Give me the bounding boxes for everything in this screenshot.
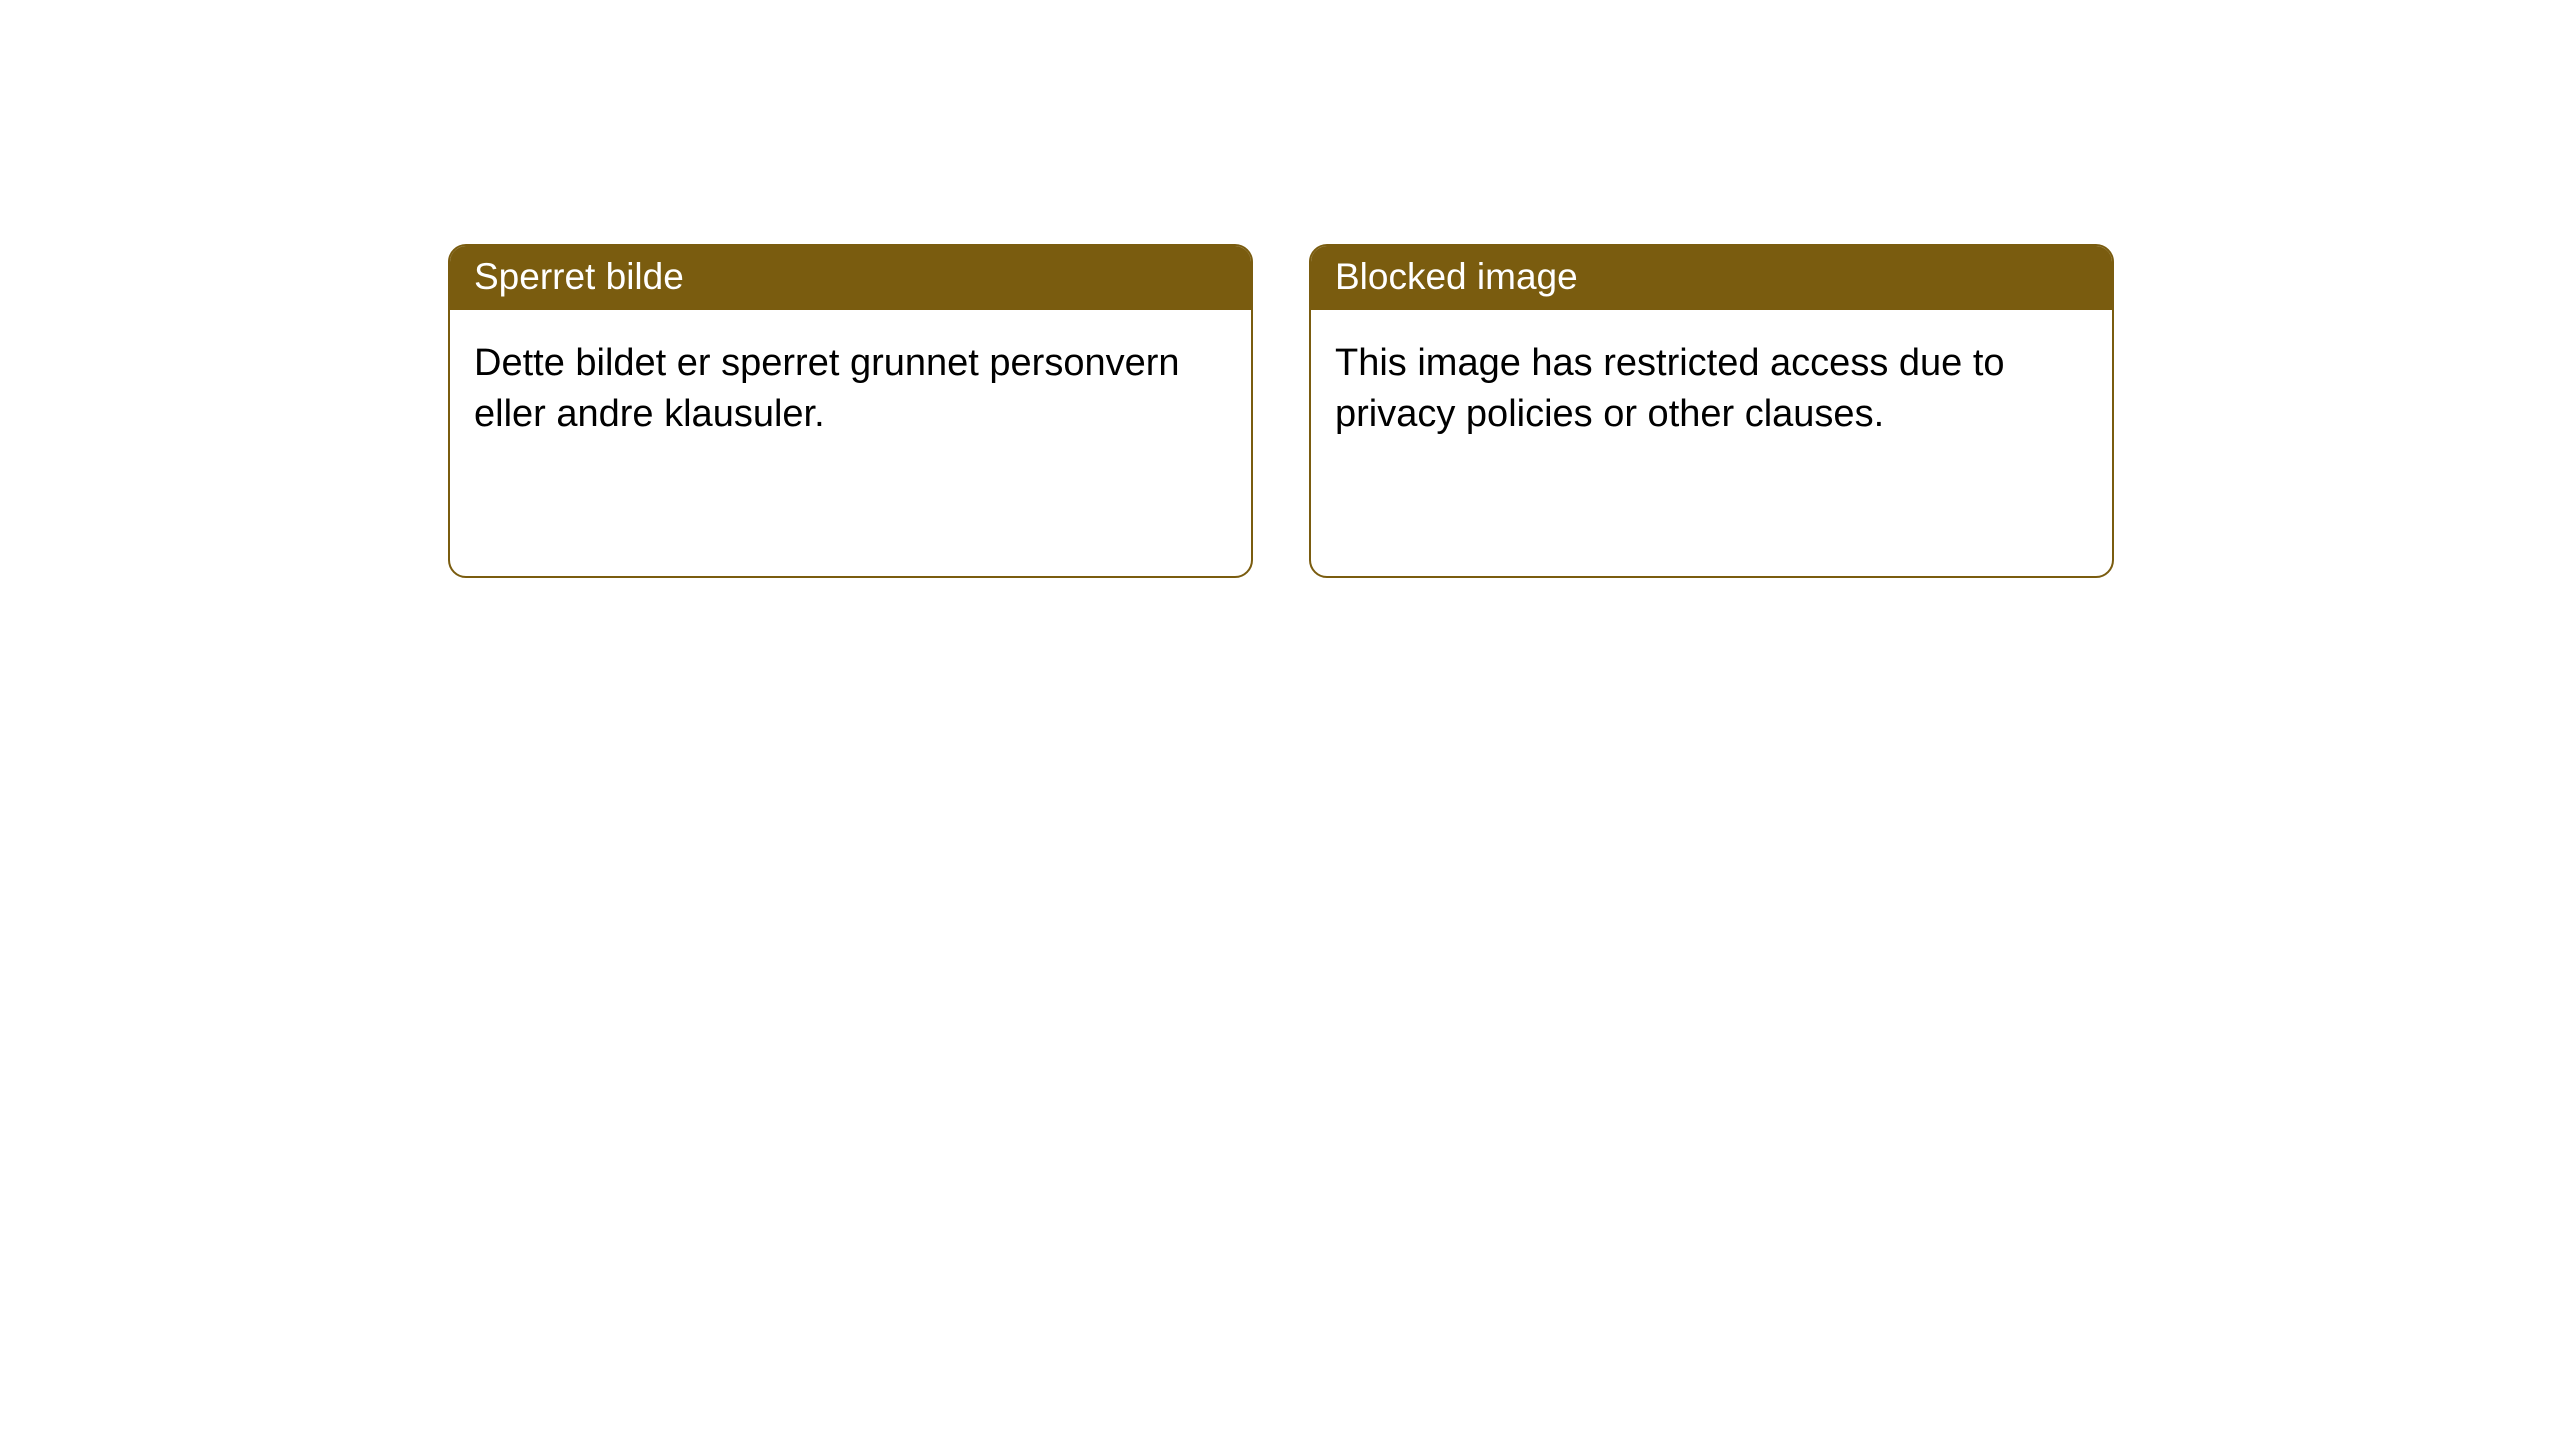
notice-header: Sperret bilde xyxy=(450,246,1251,310)
notice-card-norwegian: Sperret bilde Dette bildet er sperret gr… xyxy=(448,244,1253,578)
notice-body-text: Dette bildet er sperret grunnet personve… xyxy=(474,342,1180,435)
notice-body: This image has restricted access due to … xyxy=(1311,310,2112,469)
notice-container: Sperret bilde Dette bildet er sperret gr… xyxy=(0,0,2560,578)
notice-body-text: This image has restricted access due to … xyxy=(1335,342,2005,435)
notice-body: Dette bildet er sperret grunnet personve… xyxy=(450,310,1251,469)
notice-header: Blocked image xyxy=(1311,246,2112,310)
notice-title: Blocked image xyxy=(1335,256,1578,297)
notice-title: Sperret bilde xyxy=(474,256,684,297)
notice-card-english: Blocked image This image has restricted … xyxy=(1309,244,2114,578)
